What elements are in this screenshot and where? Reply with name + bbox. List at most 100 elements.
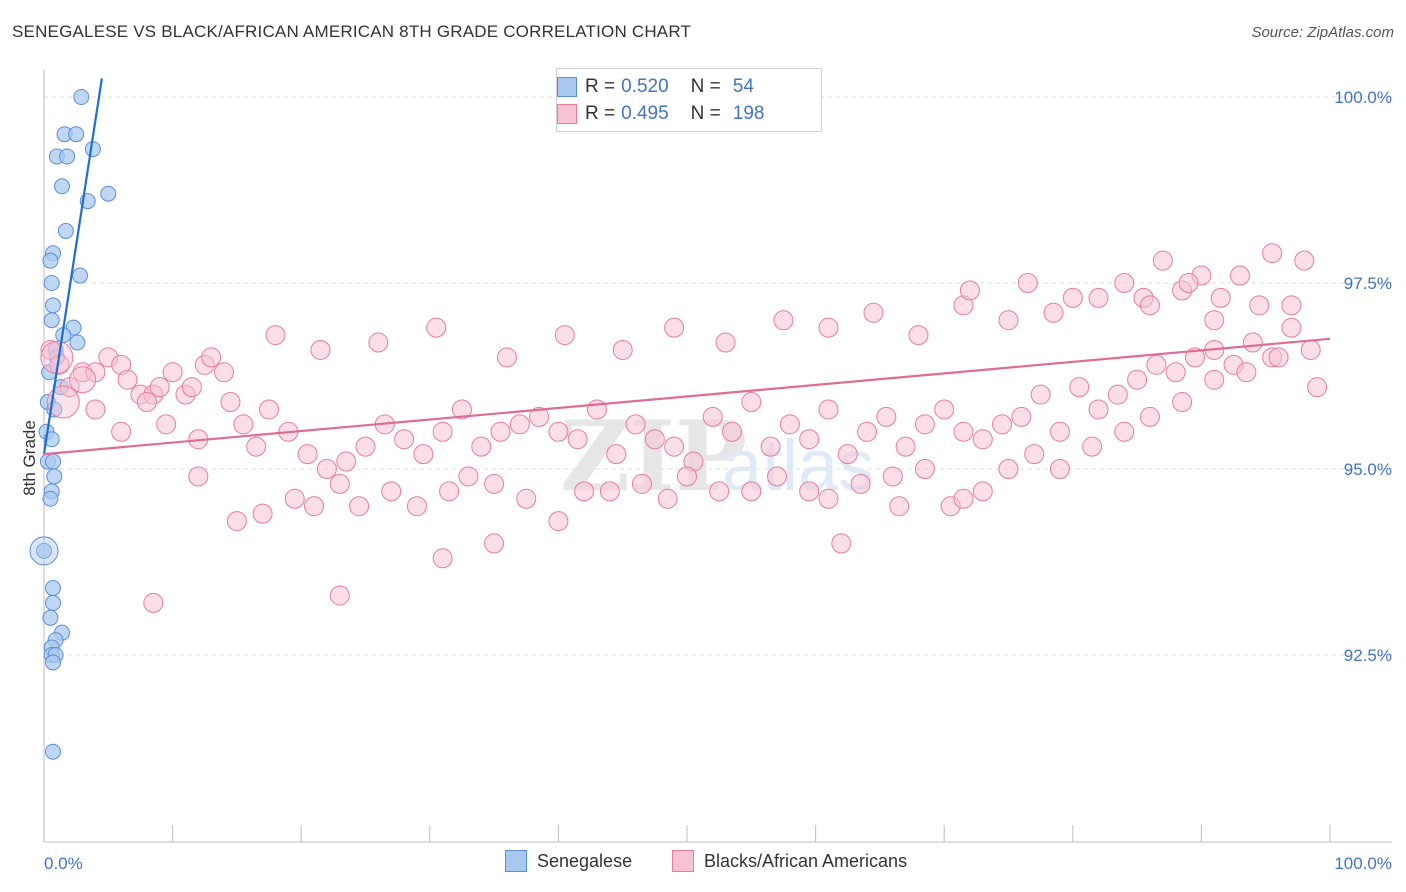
data-point — [304, 496, 325, 517]
data-point — [1062, 287, 1083, 308]
data-point — [1165, 362, 1186, 383]
data-point — [143, 592, 164, 613]
data-point — [432, 548, 453, 569]
data-point — [709, 481, 730, 502]
y-tick-label: 92.5% — [1344, 646, 1392, 665]
data-point — [355, 436, 376, 457]
data-point — [42, 490, 59, 507]
data-point — [432, 421, 453, 442]
data-point — [252, 503, 273, 524]
data-point — [1204, 310, 1225, 331]
data-point — [895, 436, 916, 457]
data-point — [426, 317, 447, 338]
data-point — [625, 414, 646, 435]
data-point — [284, 488, 305, 509]
data-point — [548, 511, 569, 532]
data-point — [458, 466, 479, 487]
data-point — [46, 468, 63, 485]
data-point — [767, 466, 788, 487]
data-point — [471, 436, 492, 457]
data-point — [439, 481, 460, 502]
data-point — [490, 421, 511, 442]
data-point — [1114, 421, 1135, 442]
data-point — [1114, 273, 1135, 293]
legend-n-label: N = — [690, 103, 721, 124]
data-point — [1184, 347, 1205, 368]
data-point — [1262, 243, 1283, 264]
data-point — [1172, 392, 1193, 413]
data-point — [631, 473, 652, 494]
data-point — [1152, 250, 1173, 271]
y-axis-label: 8th Grade — [20, 420, 39, 496]
data-point — [1281, 317, 1302, 338]
y-tick-label: 95.0% — [1344, 460, 1392, 479]
data-point — [599, 481, 620, 502]
data-point — [233, 414, 254, 435]
data-point — [818, 399, 839, 420]
data-point — [381, 481, 402, 502]
data-point — [1139, 295, 1160, 316]
data-point — [715, 332, 736, 353]
data-point — [779, 414, 800, 435]
data-point — [162, 362, 183, 383]
legend-label-senegalese: Senegalese — [537, 850, 633, 871]
y-tick-label: 100.0% — [1334, 88, 1392, 107]
data-point — [1307, 377, 1328, 398]
data-point — [1088, 399, 1109, 420]
data-point — [117, 369, 138, 390]
data-point — [45, 453, 62, 470]
data-point — [329, 585, 350, 606]
data-point — [72, 267, 89, 284]
trend-line — [43, 337, 1331, 456]
data-point — [818, 317, 839, 338]
legend-r-value: 0.495 — [621, 103, 669, 124]
data-point — [45, 580, 62, 597]
data-point — [554, 325, 575, 346]
data-point — [149, 377, 170, 398]
data-point — [799, 481, 820, 502]
legend-row-senegalese: R = 0.520 N = 54 — [557, 74, 754, 100]
data-point — [349, 496, 370, 517]
data-point — [111, 421, 132, 442]
data-point — [73, 89, 90, 105]
data-point — [567, 429, 588, 450]
data-point — [664, 436, 685, 457]
legend-r-value: 0.520 — [621, 76, 669, 97]
data-point — [265, 325, 286, 346]
trend-line — [42, 78, 103, 455]
series-blacks — [40, 243, 1328, 613]
data-point — [837, 444, 858, 465]
data-point — [677, 466, 697, 487]
data-point — [188, 466, 209, 487]
data-point — [992, 414, 1013, 435]
data-point — [136, 392, 157, 413]
data-point — [484, 533, 505, 554]
data-point — [201, 347, 222, 368]
data-point — [760, 436, 781, 457]
data-point — [1049, 459, 1070, 479]
data-point — [586, 399, 607, 420]
data-point — [722, 421, 743, 442]
data-point — [45, 297, 62, 314]
data-point — [1017, 273, 1038, 293]
data-point — [1139, 406, 1160, 427]
data-point — [42, 252, 59, 269]
data-point — [914, 459, 935, 479]
data-point — [1229, 265, 1250, 286]
data-point — [516, 488, 537, 509]
data-point — [1107, 384, 1128, 405]
data-point — [741, 392, 762, 413]
data-point — [1069, 377, 1090, 398]
data-point — [156, 414, 177, 435]
data-point — [1030, 384, 1051, 405]
data-point — [998, 459, 1019, 479]
data-point — [496, 347, 517, 368]
legend-swatch-blacks — [557, 104, 577, 124]
data-point — [54, 178, 71, 195]
data-point — [959, 280, 980, 301]
bottom-legend-senegalese: Senegalese — [505, 850, 632, 872]
data-point — [664, 317, 685, 338]
data-point — [1236, 362, 1257, 383]
data-point — [1178, 273, 1199, 293]
data-point — [1049, 421, 1070, 442]
